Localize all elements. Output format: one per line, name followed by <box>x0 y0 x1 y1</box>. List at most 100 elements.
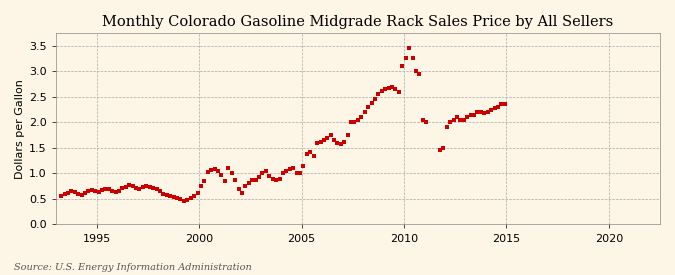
Point <box>496 102 507 107</box>
Point <box>387 84 398 89</box>
Point <box>407 56 418 61</box>
Point <box>216 173 227 178</box>
Point <box>400 56 411 61</box>
Point <box>93 189 104 194</box>
Point <box>244 180 254 185</box>
Point <box>288 166 298 170</box>
Point <box>486 107 497 112</box>
Point <box>489 106 500 110</box>
Point <box>452 115 462 119</box>
Point <box>185 196 196 200</box>
Point <box>161 193 172 197</box>
Point <box>482 110 493 114</box>
Point <box>134 186 145 191</box>
Point <box>250 177 261 182</box>
Point <box>267 176 278 181</box>
Point <box>435 148 446 153</box>
Point <box>312 141 323 145</box>
Point <box>199 178 210 183</box>
Point <box>359 110 370 114</box>
Point <box>128 183 138 188</box>
Point <box>257 171 268 176</box>
Point <box>168 195 179 200</box>
Point <box>264 174 275 178</box>
Point <box>383 86 394 90</box>
Point <box>362 105 373 109</box>
Point <box>271 177 281 182</box>
Point <box>59 192 70 196</box>
Point <box>294 171 305 176</box>
Point <box>455 118 466 122</box>
Point <box>441 125 452 130</box>
Point <box>319 138 329 142</box>
Point <box>349 120 360 125</box>
Point <box>315 139 326 144</box>
Point <box>117 186 128 190</box>
Point <box>100 186 111 191</box>
Point <box>55 194 66 199</box>
Point <box>274 176 285 181</box>
Point <box>342 133 353 137</box>
Point <box>144 185 155 189</box>
Point <box>165 194 176 199</box>
Point <box>500 102 510 107</box>
Point <box>121 185 132 189</box>
Point <box>308 153 319 158</box>
Point <box>141 183 152 188</box>
Point <box>80 191 90 196</box>
Point <box>298 164 308 168</box>
Point <box>438 146 449 150</box>
Point <box>124 182 134 187</box>
Y-axis label: Dollars per Gallon: Dollars per Gallon <box>15 79 25 179</box>
Point <box>110 189 121 194</box>
Point <box>377 89 387 93</box>
Point <box>76 193 87 197</box>
Point <box>246 177 257 182</box>
Point <box>414 72 425 76</box>
Point <box>213 169 223 173</box>
Point <box>370 97 381 101</box>
Point <box>332 141 343 145</box>
Point <box>281 169 292 173</box>
Point <box>291 171 302 176</box>
Point <box>151 186 162 191</box>
Point <box>66 189 77 194</box>
Point <box>171 196 182 201</box>
Point <box>339 139 350 144</box>
Point <box>226 171 237 176</box>
Point <box>202 170 213 175</box>
Point <box>90 189 101 193</box>
Point <box>475 110 486 114</box>
Point <box>83 189 94 194</box>
Point <box>390 87 401 91</box>
Point <box>158 192 169 196</box>
Point <box>468 112 479 117</box>
Point <box>352 118 363 122</box>
Point <box>284 167 295 172</box>
Point <box>346 120 356 125</box>
Point <box>301 152 312 156</box>
Point <box>148 186 159 190</box>
Point <box>192 191 203 195</box>
Point <box>493 105 504 109</box>
Point <box>325 133 336 137</box>
Point <box>462 115 472 119</box>
Point <box>86 188 97 192</box>
Point <box>448 118 459 122</box>
Point <box>209 167 220 172</box>
Point <box>70 190 80 194</box>
Point <box>394 89 404 94</box>
Point <box>240 184 250 188</box>
Point <box>107 189 117 193</box>
Point <box>445 120 456 125</box>
Text: Source: U.S. Energy Information Administration: Source: U.S. Energy Information Administ… <box>14 263 251 272</box>
Point <box>223 166 234 170</box>
Point <box>219 179 230 183</box>
Point <box>254 175 265 180</box>
Point <box>404 46 414 51</box>
Point <box>421 120 431 125</box>
Point <box>329 138 340 142</box>
Point <box>97 188 107 192</box>
Point <box>233 186 244 191</box>
Point <box>230 177 240 182</box>
